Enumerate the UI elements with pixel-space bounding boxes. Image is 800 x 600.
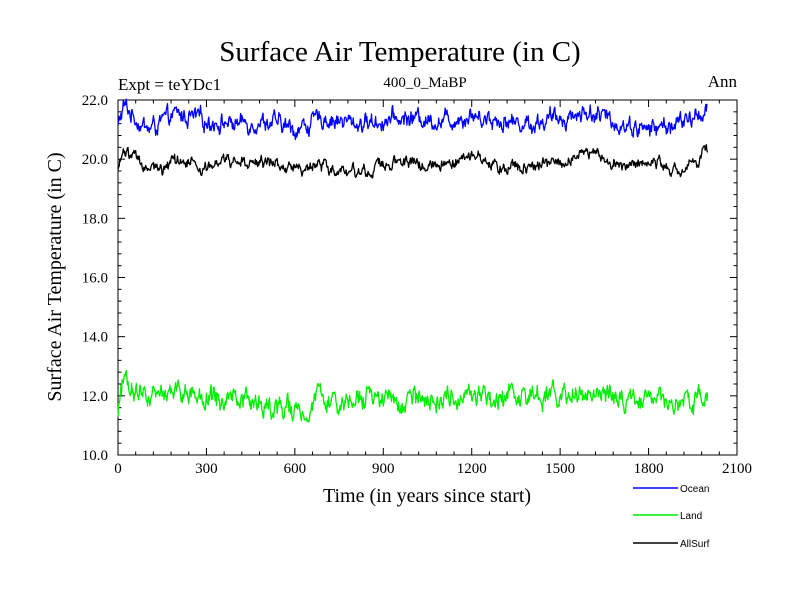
chart-title: Surface Air Temperature (in C) [219, 36, 580, 68]
x-tick-label: 0 [114, 461, 122, 477]
series-lines [117, 98, 709, 423]
x-axis-label: Time (in years since start) [323, 485, 531, 507]
period-label: 400_0_MaBP [383, 75, 466, 91]
legend-label-ocean: Ocean [680, 484, 709, 495]
x-tick-label: 2100 [722, 461, 752, 477]
legend: Ocean Land AllSurf [633, 484, 710, 550]
y-tick-label: 16.0 [82, 271, 108, 287]
series-line-ocean [117, 98, 708, 141]
x-tick-label: 1200 [457, 461, 487, 477]
x-tick-label: 1800 [634, 461, 664, 477]
y-tick-label: 22.0 [82, 93, 108, 109]
series-line-land [117, 370, 709, 423]
season-label: Ann [708, 72, 738, 91]
axis-ticks [117, 99, 738, 456]
y-tick-label: 18.0 [82, 211, 108, 227]
x-tick-label: 900 [372, 461, 395, 477]
legend-label-land: Land [680, 511, 702, 522]
x-tick-label: 600 [284, 461, 307, 477]
y-tick-labels: 10.0 12.0 14.0 16.0 18.0 20.0 22.0 [82, 93, 108, 464]
y-tick-label: 20.0 [82, 152, 108, 168]
y-tick-label: 14.0 [82, 330, 108, 346]
y-tick-label: 12.0 [82, 389, 108, 405]
y-tick-label: 10.0 [82, 448, 108, 464]
legend-label-allsurf: AllSurf [680, 539, 710, 550]
y-axis-label: Surface Air Temperature (in C) [44, 152, 66, 401]
series-line-allsurf [117, 143, 709, 179]
x-tick-label: 300 [195, 461, 218, 477]
experiment-label: Expt = teYDc1 [118, 75, 221, 94]
x-tick-labels: 0 300 600 900 1200 1500 1800 2100 [114, 461, 752, 477]
x-tick-label: 1500 [545, 461, 575, 477]
